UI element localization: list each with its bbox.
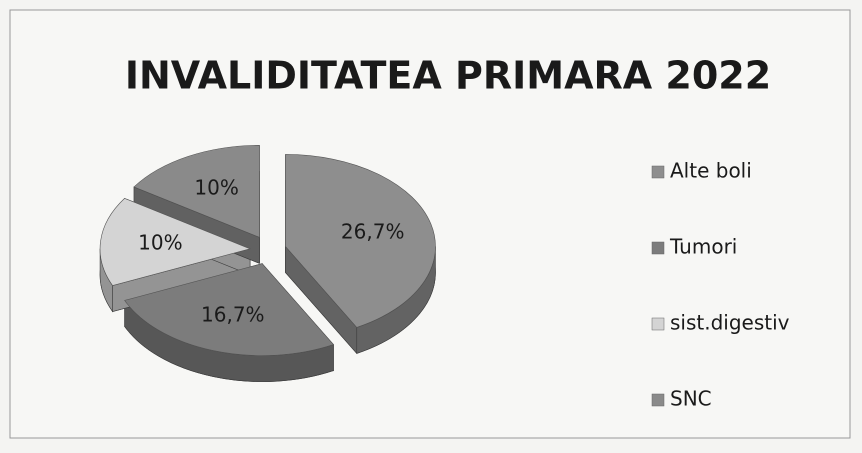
legend-swatch (651, 317, 665, 331)
legend-swatch (651, 241, 665, 255)
data-label: 26,7% (341, 219, 405, 243)
legend-label: Tumori (669, 235, 737, 259)
data-label: 10% (194, 175, 238, 199)
data-label: 10% (138, 231, 182, 255)
pie-slice (124, 263, 334, 356)
pie-slice (133, 145, 260, 238)
pie-slice (99, 198, 252, 286)
pie-slice (285, 154, 436, 328)
data-label: 16,7% (201, 302, 265, 326)
legend-swatch (651, 393, 665, 407)
legend-swatch (651, 165, 665, 179)
chart-title: INVALIDITATEA PRIMARA 2022 (125, 54, 771, 98)
legend-label: Alte boli (670, 159, 752, 183)
legend-label: sist.digestiv (670, 311, 790, 335)
legend-label: SNC (670, 387, 712, 411)
